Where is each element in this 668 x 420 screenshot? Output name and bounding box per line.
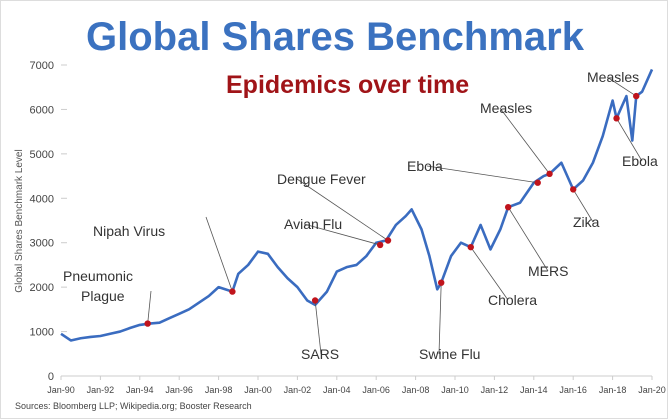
x-tick-label: Jan-98: [205, 385, 233, 395]
annotation-leader: [572, 189, 594, 223]
event-marker: [311, 297, 319, 304]
event-marker: [144, 320, 151, 327]
annotation-leader: [314, 300, 322, 355]
annotation-leader: [499, 107, 550, 175]
x-tick-label: Jan-20: [638, 385, 666, 395]
event-marker: [467, 243, 474, 251]
x-tick-label: Jan-14: [520, 385, 548, 395]
x-tick-label: Jan-18: [599, 385, 627, 395]
annotation-leader: [147, 290, 152, 324]
y-tick-label: 5000: [30, 149, 54, 161]
annotation-label: Dengue Fever: [277, 171, 366, 187]
annotation-label: Zika: [573, 214, 600, 230]
x-tick-label: Jan-06: [362, 385, 390, 395]
annotation-leader: [296, 178, 389, 241]
annotation-leader: [606, 76, 637, 97]
annotation-leader: [205, 216, 233, 292]
x-tick-label: Jan-16: [559, 385, 587, 395]
source-note: Sources: Bloomberg LLP; Wikipedia.org; B…: [15, 401, 252, 411]
annotation-leader: [616, 118, 643, 162]
x-tick-label: Jan-08: [402, 385, 430, 395]
event-marker: [376, 241, 384, 249]
x-tick-label: Jan-10: [441, 385, 469, 395]
annotation-label: MERS: [528, 263, 568, 279]
y-axis-label: Global Shares Benchmark Level: [14, 149, 25, 292]
chart-subtitle: Epidemics over time: [226, 71, 470, 99]
annotation-label: Plague: [81, 288, 125, 304]
annotation-leader: [470, 246, 509, 301]
annotation-label: Swine Flu: [419, 346, 480, 362]
y-tick-label: 0: [48, 371, 54, 383]
x-tick-label: Jan-90: [47, 385, 75, 395]
y-tick-label: 4000: [30, 193, 54, 205]
event-marker: [229, 288, 236, 295]
annotation-leader: [438, 282, 442, 355]
x-tick-label: Jan-04: [323, 385, 351, 395]
y-tick-label: 7000: [30, 60, 54, 72]
event-marker: [613, 115, 620, 122]
chart-title: Global Shares Benchmark: [86, 15, 584, 59]
x-tick-label: Jan-96: [165, 385, 193, 395]
annotation-label: Cholera: [488, 292, 537, 308]
annotation-leader: [303, 223, 381, 246]
series-line: [60, 68, 654, 342]
x-tick-label: Jan-94: [126, 385, 154, 395]
x-tick-label: Jan-12: [481, 385, 509, 395]
annotation-label: Measles: [587, 69, 639, 85]
annotation-label: Ebola: [407, 158, 443, 174]
event-marker: [633, 92, 640, 100]
annotation-leader: [507, 206, 549, 272]
event-marker: [438, 279, 445, 286]
event-marker: [384, 237, 392, 244]
event-marker: [504, 203, 512, 211]
y-tick-label: 6000: [30, 104, 54, 116]
y-tick-label: 3000: [30, 238, 54, 250]
annotation-label: Measles: [480, 100, 532, 116]
event-marker: [570, 186, 577, 193]
x-tick-label: Jan-02: [284, 385, 312, 395]
x-tick-label: Jan-92: [87, 385, 115, 395]
annotation-label: Nipah Virus: [93, 223, 165, 239]
y-tick-label: 2000: [30, 282, 54, 294]
annotation-label: Avian Flu: [284, 216, 342, 232]
annotation-label: SARS: [301, 346, 339, 362]
event-marker: [546, 170, 553, 178]
annotation-leader: [426, 165, 538, 184]
annotation-label: Ebola: [622, 153, 658, 169]
annotation-label: Pneumonic: [63, 268, 133, 284]
y-tick-label: 1000: [30, 327, 54, 339]
x-tick-label: Jan-00: [244, 385, 272, 395]
event-marker: [534, 179, 541, 186]
